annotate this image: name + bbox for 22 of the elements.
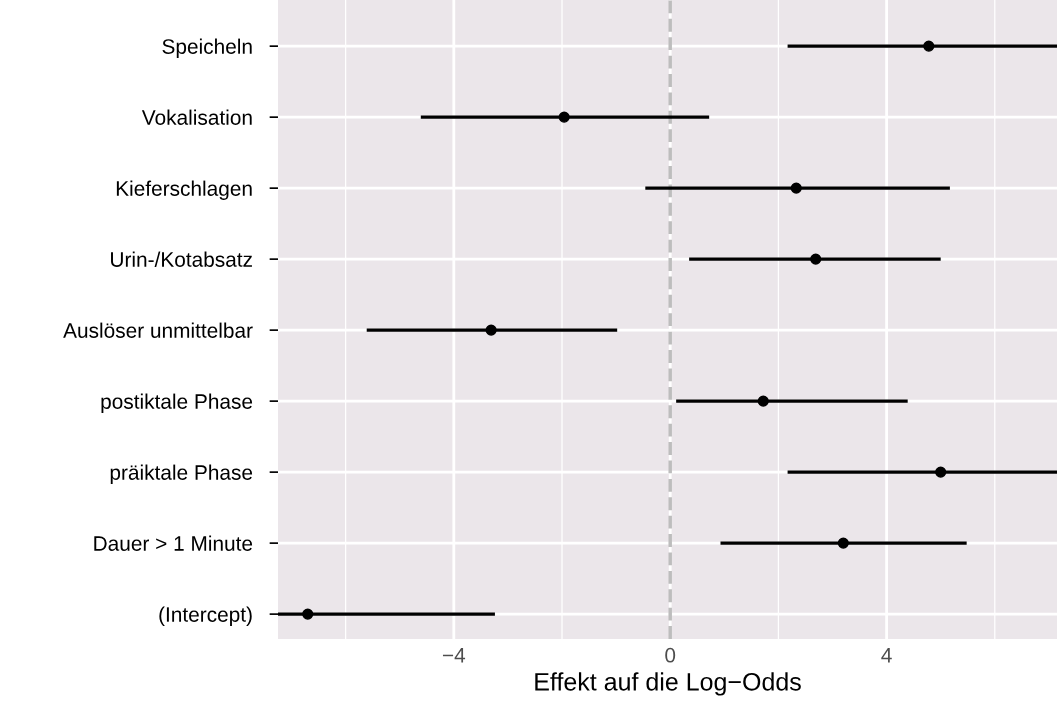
point [935, 466, 947, 478]
y-tick-label: Auslöser unmittelbar [63, 322, 253, 338]
y-tick-label: präiktale Phase [110, 464, 253, 484]
point [302, 608, 314, 620]
x-tick-label: 4 [881, 648, 892, 663]
y-tick-label: (Intercept) [159, 606, 252, 626]
point [810, 253, 822, 265]
y-tick-label: postiktale Phase [101, 393, 253, 413]
x-axis-title: Effekt auf die Log−Odds [535, 672, 801, 696]
point [923, 40, 935, 52]
y-tick-label: Vokalisation [141, 109, 252, 125]
y-tick-label: Dauer > 1 Minute [94, 535, 253, 551]
point [790, 182, 802, 194]
point [558, 111, 570, 123]
point [485, 324, 497, 336]
y-tick-label: Urin-/Kotabsatz [111, 251, 252, 267]
point [757, 395, 769, 407]
y-tick-label: Kieferschlagen [116, 180, 252, 201]
point [837, 537, 849, 549]
text: −4 [442, 648, 466, 663]
x-tick-label: 0 [665, 647, 676, 663]
y-tick-label: Speicheln [162, 38, 252, 59]
